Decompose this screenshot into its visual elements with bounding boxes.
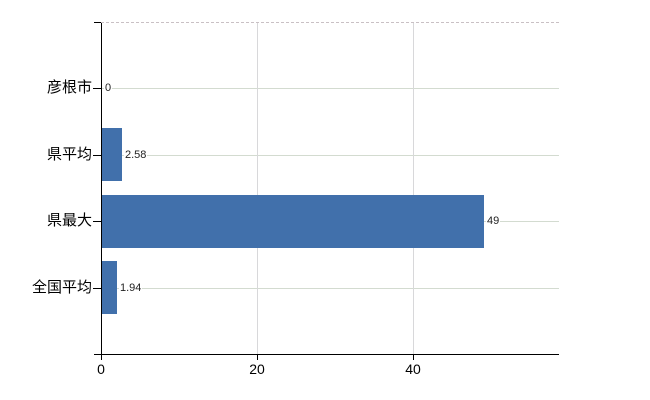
bar-value-label: 2.58 xyxy=(124,149,148,161)
plot-top-border xyxy=(101,22,559,23)
h-gridline xyxy=(102,288,559,289)
v-gridline xyxy=(257,23,258,354)
bar xyxy=(102,128,122,181)
x-axis-line xyxy=(101,354,559,355)
category-label: 全国平均 xyxy=(31,279,92,296)
y-axis-end-tick xyxy=(94,354,101,355)
y-category-tick xyxy=(93,288,101,289)
y-category-tick xyxy=(93,221,101,222)
category-label: 県平均 xyxy=(46,146,92,163)
bar xyxy=(102,261,117,314)
bar-value-label: 1.94 xyxy=(119,282,143,294)
h-gridline xyxy=(102,155,559,156)
y-axis-line xyxy=(101,22,102,354)
x-tick-label: 40 xyxy=(405,361,421,377)
bar-value-label: 0 xyxy=(104,82,113,94)
x-axis-tick xyxy=(413,355,414,360)
bar-value-label: 49 xyxy=(486,215,501,227)
x-axis-tick xyxy=(257,355,258,360)
v-gridline xyxy=(413,23,414,354)
y-category-tick xyxy=(93,155,101,156)
y-category-tick xyxy=(93,88,101,89)
category-label: 県最大 xyxy=(46,212,92,229)
h-gridline xyxy=(102,88,559,89)
x-tick-label: 20 xyxy=(249,361,265,377)
category-label: 彦根市 xyxy=(46,79,92,96)
y-axis-end-tick xyxy=(94,22,101,23)
x-tick-label: 0 xyxy=(97,361,105,377)
x-axis-tick xyxy=(101,355,102,360)
bar xyxy=(102,195,484,248)
